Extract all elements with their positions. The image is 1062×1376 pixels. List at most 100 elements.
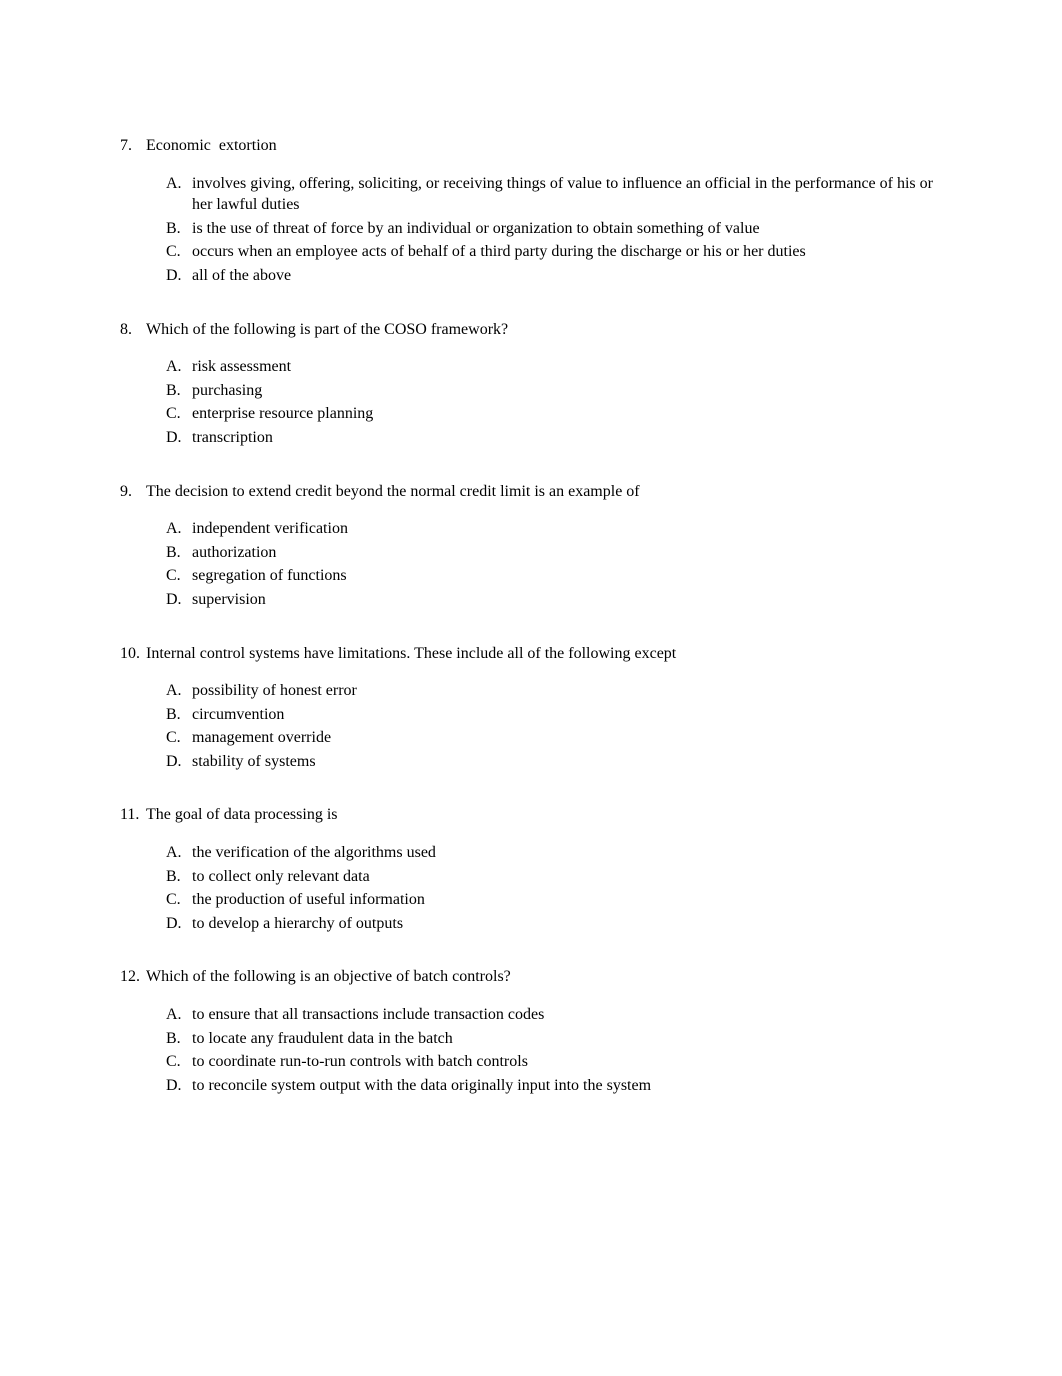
option: A.possibility of honest error	[166, 680, 942, 702]
question-stem: 12.Which of the following is an objectiv…	[120, 966, 942, 988]
option-text: occurs when an employee acts of behalf o…	[192, 241, 942, 263]
option: D.transcription	[166, 427, 942, 449]
option-text: to ensure that all transactions include …	[192, 1004, 942, 1026]
option: B.purchasing	[166, 380, 942, 402]
question-text: The goal of data processing is	[146, 804, 942, 826]
option-letter: B.	[166, 542, 192, 564]
option-text: to collect only relevant data	[192, 866, 942, 888]
question-stem: 8.Which of the following is part of the …	[120, 319, 942, 341]
option-letter: B.	[166, 380, 192, 402]
option: B.to locate any fraudulent data in the b…	[166, 1028, 942, 1050]
option-letter: D.	[166, 751, 192, 773]
option-text: stability of systems	[192, 751, 942, 773]
option-list: A.independent verificationB.authorizatio…	[120, 518, 942, 610]
question-stem: 11.The goal of data processing is	[120, 804, 942, 826]
question-number: 12.	[120, 966, 146, 988]
question-list: 7.Economic extortionA.involves giving, o…	[120, 135, 942, 1096]
option: A.independent verification	[166, 518, 942, 540]
question: 8.Which of the following is part of the …	[120, 319, 942, 449]
question-stem: 10.Internal control systems have limitat…	[120, 643, 942, 665]
option-letter: A.	[166, 1004, 192, 1026]
option-letter: A.	[166, 680, 192, 702]
option-text: the verification of the algorithms used	[192, 842, 942, 864]
option-list: A.to ensure that all transactions includ…	[120, 1004, 942, 1096]
option-text: to locate any fraudulent data in the bat…	[192, 1028, 942, 1050]
option-letter: A.	[166, 173, 192, 216]
option-letter: C.	[166, 727, 192, 749]
option-letter: C.	[166, 403, 192, 425]
option: D.to develop a hierarchy of outputs	[166, 913, 942, 935]
option-letter: B.	[166, 218, 192, 240]
option: D.all of the above	[166, 265, 942, 287]
question-text: The decision to extend credit beyond the…	[146, 481, 942, 503]
question-number: 10.	[120, 643, 146, 665]
question-text: Internal control systems have limitation…	[146, 643, 942, 665]
option: C.enterprise resource planning	[166, 403, 942, 425]
option: A.risk assessment	[166, 356, 942, 378]
question-stem: 9.The decision to extend credit beyond t…	[120, 481, 942, 503]
option: B.to collect only relevant data	[166, 866, 942, 888]
option: B.circumvention	[166, 704, 942, 726]
option-list: A.involves giving, offering, soliciting,…	[120, 173, 942, 287]
question: 10.Internal control systems have limitat…	[120, 643, 942, 773]
option-text: to develop a hierarchy of outputs	[192, 913, 942, 935]
option-letter: B.	[166, 704, 192, 726]
question-number: 9.	[120, 481, 146, 503]
option-text: management override	[192, 727, 942, 749]
option-letter: A.	[166, 518, 192, 540]
option-text: independent verification	[192, 518, 942, 540]
option-letter: D.	[166, 913, 192, 935]
option: C.segregation of functions	[166, 565, 942, 587]
option-list: A.risk assessmentB.purchasingC.enterpris…	[120, 356, 942, 448]
option-text: possibility of honest error	[192, 680, 942, 702]
question: 12.Which of the following is an objectiv…	[120, 966, 942, 1096]
option-letter: B.	[166, 1028, 192, 1050]
question-number: 11.	[120, 804, 146, 826]
question: 11.The goal of data processing is A.the v…	[120, 804, 942, 934]
question: 9.The decision to extend credit beyond t…	[120, 481, 942, 611]
option-text: to coordinate run-to-run controls with b…	[192, 1051, 942, 1073]
option-text: involves giving, offering, soliciting, o…	[192, 173, 942, 216]
question-number: 8.	[120, 319, 146, 341]
option-text: is the use of threat of force by an indi…	[192, 218, 942, 240]
option-text: all of the above	[192, 265, 942, 287]
option-letter: C.	[166, 241, 192, 263]
option: B.authorization	[166, 542, 942, 564]
option: B.is the use of threat of force by an in…	[166, 218, 942, 240]
option: C.occurs when an employee acts of behalf…	[166, 241, 942, 263]
option-text: segregation of functions	[192, 565, 942, 587]
option-text: to reconcile system output with the data…	[192, 1075, 942, 1097]
option-letter: C.	[166, 889, 192, 911]
option-text: risk assessment	[192, 356, 942, 378]
option-letter: D.	[166, 427, 192, 449]
option-text: circumvention	[192, 704, 942, 726]
option: D.supervision	[166, 589, 942, 611]
option-text: purchasing	[192, 380, 942, 402]
option-text: enterprise resource planning	[192, 403, 942, 425]
option-list: A.possibility of honest errorB.circumven…	[120, 680, 942, 772]
option: A.the verification of the algorithms use…	[166, 842, 942, 864]
option: A.involves giving, offering, soliciting,…	[166, 173, 942, 216]
option-text: transcription	[192, 427, 942, 449]
option: D.to reconcile system output with the da…	[166, 1075, 942, 1097]
option-list: A.the verification of the algorithms use…	[120, 842, 942, 934]
question-stem: 7.Economic extortion	[120, 135, 942, 157]
option-letter: C.	[166, 565, 192, 587]
option: C.the production of useful information	[166, 889, 942, 911]
option: A.to ensure that all transactions includ…	[166, 1004, 942, 1026]
option-text: the production of useful information	[192, 889, 942, 911]
option-text: authorization	[192, 542, 942, 564]
option: C.to coordinate run-to-run controls with…	[166, 1051, 942, 1073]
option-letter: C.	[166, 1051, 192, 1073]
option-text: supervision	[192, 589, 942, 611]
option-letter: A.	[166, 356, 192, 378]
question-text: Economic extortion	[146, 135, 942, 157]
question: 7.Economic extortion A.involves giving, o…	[120, 135, 942, 287]
option-letter: B.	[166, 866, 192, 888]
question-text: Which of the following is part of the CO…	[146, 319, 942, 341]
question-number: 7.	[120, 135, 146, 157]
option-letter: D.	[166, 589, 192, 611]
option: C.management override	[166, 727, 942, 749]
option-letter: A.	[166, 842, 192, 864]
option-letter: D.	[166, 1075, 192, 1097]
